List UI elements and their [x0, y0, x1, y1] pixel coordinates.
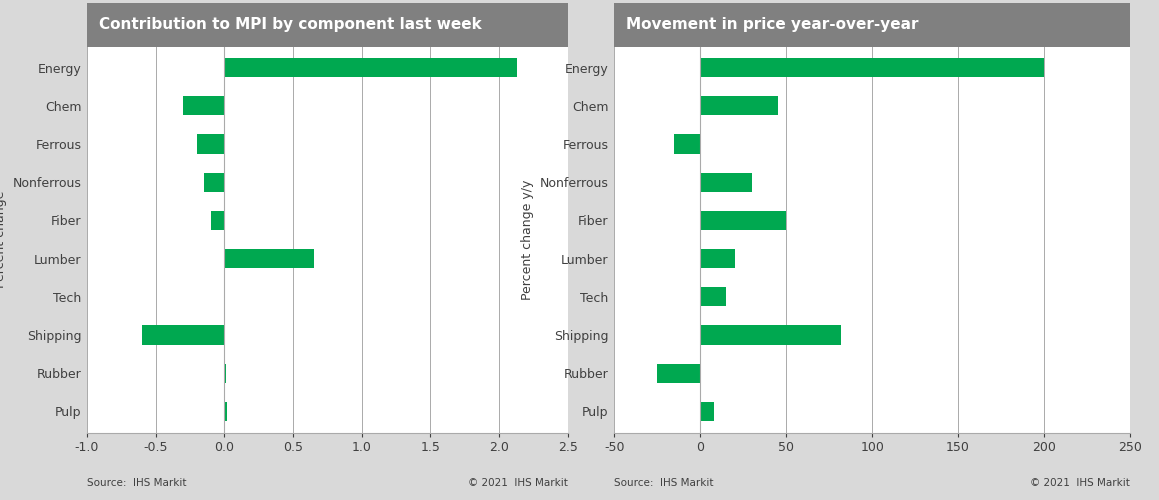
Bar: [700, 249, 735, 268]
Bar: [225, 364, 226, 383]
Y-axis label: Percent change: Percent change: [0, 191, 7, 288]
Bar: [225, 249, 314, 268]
Bar: [700, 172, 752, 192]
Bar: [700, 288, 726, 306]
Bar: [211, 211, 225, 230]
Bar: [197, 134, 225, 154]
Text: Source:  IHS Markit: Source: IHS Markit: [87, 478, 187, 488]
Bar: [675, 134, 700, 154]
Text: © 2021  IHS Markit: © 2021 IHS Markit: [468, 478, 568, 488]
Bar: [700, 58, 1044, 77]
Bar: [183, 96, 225, 116]
Bar: [700, 96, 778, 116]
Bar: [225, 58, 517, 77]
Text: © 2021  IHS Markit: © 2021 IHS Markit: [1030, 478, 1130, 488]
Bar: [657, 364, 700, 383]
Bar: [225, 402, 227, 421]
Bar: [204, 172, 225, 192]
Bar: [141, 326, 225, 344]
Text: Contribution to MPI by component last week: Contribution to MPI by component last we…: [99, 17, 481, 32]
Bar: [700, 211, 786, 230]
Y-axis label: Percent change y/y: Percent change y/y: [522, 180, 534, 300]
Text: Movement in price year-over-year: Movement in price year-over-year: [626, 17, 918, 32]
Bar: [700, 326, 841, 344]
Text: Source:  IHS Markit: Source: IHS Markit: [614, 478, 714, 488]
Bar: [700, 402, 714, 421]
